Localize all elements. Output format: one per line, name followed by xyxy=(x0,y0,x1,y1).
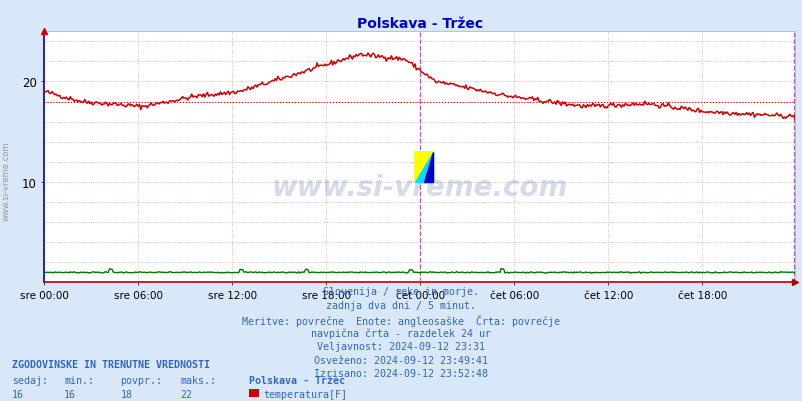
Text: temperatura[F]: temperatura[F] xyxy=(263,389,347,399)
Text: Meritve: povrečne  Enote: angleosaške  Črta: povrečje: Meritve: povrečne Enote: angleosaške Črt… xyxy=(242,314,560,326)
Text: 16: 16 xyxy=(12,389,24,399)
Text: maks.:: maks.: xyxy=(180,375,217,385)
Title: Polskava - Tržec: Polskava - Tržec xyxy=(356,17,482,31)
Text: Osveženo: 2024-09-12 23:49:41: Osveženo: 2024-09-12 23:49:41 xyxy=(314,355,488,365)
Text: 16: 16 xyxy=(64,389,76,399)
Text: 18: 18 xyxy=(120,389,132,399)
Text: min.:: min.: xyxy=(64,375,94,385)
Text: ZGODOVINSKE IN TRENUTNE VREDNOSTI: ZGODOVINSKE IN TRENUTNE VREDNOSTI xyxy=(12,359,210,369)
Polygon shape xyxy=(423,152,433,182)
Text: povpr.:: povpr.: xyxy=(120,375,162,385)
Polygon shape xyxy=(414,152,433,182)
Polygon shape xyxy=(414,152,433,182)
Text: www.si-vreme.com: www.si-vreme.com xyxy=(2,141,11,220)
Text: Polskava - Tržec: Polskava - Tržec xyxy=(249,375,345,385)
Text: Slovenija / reke in morje.: Slovenija / reke in morje. xyxy=(323,287,479,297)
Text: 22: 22 xyxy=(180,389,192,399)
Text: Izrisano: 2024-09-12 23:52:48: Izrisano: 2024-09-12 23:52:48 xyxy=(314,369,488,379)
Text: zadnja dva dni / 5 minut.: zadnja dva dni / 5 minut. xyxy=(326,300,476,310)
Text: www.si-vreme.com: www.si-vreme.com xyxy=(271,174,567,201)
Text: Veljavnost: 2024-09-12 23:31: Veljavnost: 2024-09-12 23:31 xyxy=(317,341,485,351)
Text: navpična črta - razdelek 24 ur: navpična črta - razdelek 24 ur xyxy=(311,328,491,338)
Text: sedaj:: sedaj: xyxy=(12,375,48,385)
